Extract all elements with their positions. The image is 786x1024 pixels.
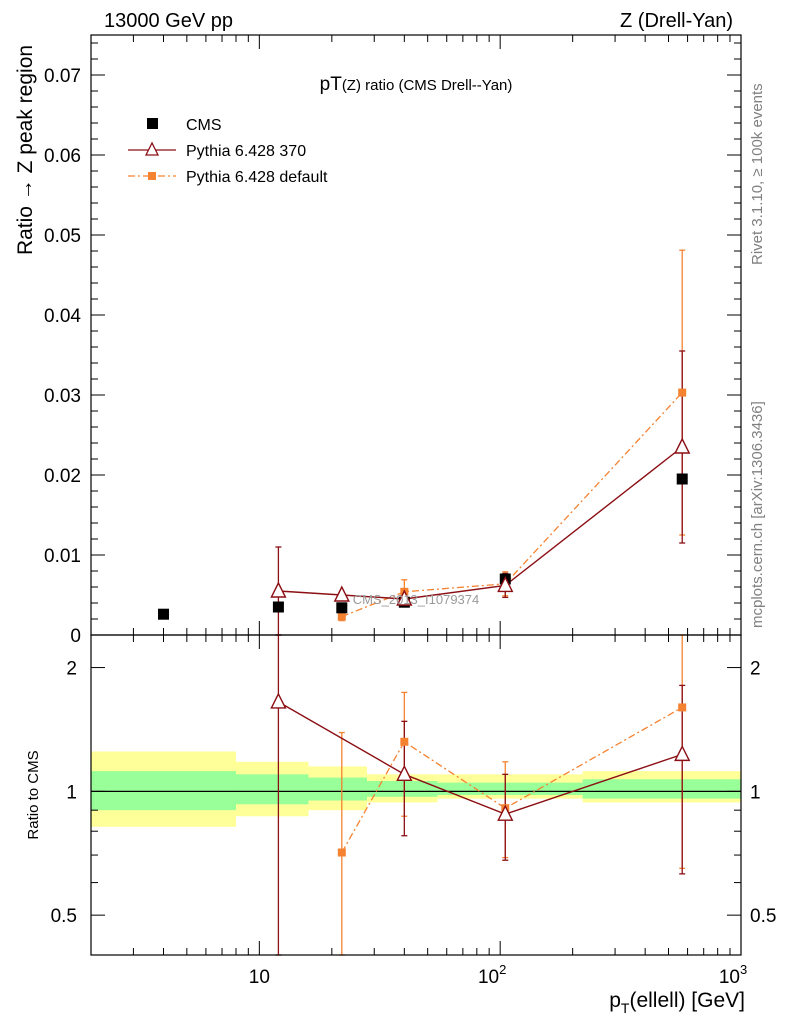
main-ylabel: Ratio → Z peak region <box>14 45 37 255</box>
pythia-default-point <box>678 388 687 397</box>
pythia370-point <box>396 589 413 606</box>
cms-point <box>336 602 348 614</box>
cms-point <box>157 608 169 620</box>
main-panel: 0 0.01 0.02 0.03 0.04 0.05 0.06 0.07 pT(Z) rati… <box>14 34 742 647</box>
y-tick-label: 0.01 <box>44 546 81 567</box>
ratio-pythia-default-line <box>341 706 683 853</box>
pythia370-point <box>497 575 514 593</box>
process-label: Z (Drell-Yan) <box>620 10 733 32</box>
pythia370-line <box>278 446 683 600</box>
y-tick-label-left: 1 <box>66 782 77 803</box>
x-tick-label: 102 <box>478 962 506 988</box>
energy-label: 13000 GeV pp <box>104 10 233 32</box>
y-tick-label: 0.03 <box>44 386 81 407</box>
y-tick-label: 0.07 <box>44 66 81 87</box>
legend-pythiadefault-label: Pythia 6.428 default <box>186 169 328 186</box>
y-tick-label-right: 1 <box>750 782 761 803</box>
pythia370-point <box>270 581 287 598</box>
uncertainty-band-inner <box>367 780 438 797</box>
cms-point <box>676 473 688 485</box>
x-tick-label: 10 <box>249 967 270 988</box>
y-tick-label: 0.05 <box>44 226 81 247</box>
x-tick-label: 103 <box>719 962 747 988</box>
legend-cms-label: CMS <box>186 117 222 134</box>
ratio-pythia-default-point <box>400 737 409 746</box>
cms-point <box>272 601 284 613</box>
analysis-watermark: CMS_2013_I1079374 <box>353 592 480 607</box>
x-axis-label: pT(ellell) [GeV] <box>609 989 745 1016</box>
uncertainty-band-inner <box>437 782 583 795</box>
legend-pythia370-marker <box>144 141 160 156</box>
ratio-pythia370-point <box>497 804 514 821</box>
ratio-pythia-default-point <box>678 703 687 712</box>
y-tick-label-right: 0.5 <box>750 906 776 927</box>
legend: CMS Pythia 6.428 370 Pythia 6.428 defaul… <box>128 117 328 186</box>
ratio-panel: 10 102 103 0.5 0.5 1 1 2 2 Ratio to CMS pT(ellel… <box>25 634 776 1016</box>
uncertainty-band-inner <box>91 771 236 811</box>
uncertainty-band-inner <box>582 779 741 799</box>
ratio-pythia370-point <box>270 692 287 709</box>
pythia-default-line <box>341 392 683 618</box>
y-tick-label: 0.06 <box>44 146 81 167</box>
y-tick-label-right: 2 <box>750 659 761 680</box>
y-tick-label: 0.02 <box>44 466 81 487</box>
y-tick-label: 0 <box>70 626 81 647</box>
y-tick-label: 0.04 <box>44 306 81 327</box>
source-url: mcplots.cern.ch [arXiv:1306.3436] <box>749 401 766 628</box>
ratio-pythia370-line <box>278 701 683 815</box>
pythia370-point <box>674 437 691 454</box>
pythia370-point <box>333 585 350 602</box>
ratio-frame <box>90 634 742 956</box>
y-tick-label-left: 2 <box>66 659 77 680</box>
legend-pythia370-label: Pythia 6.428 370 <box>186 143 306 160</box>
rivet-info: Rivet 3.1.10, ≥ 100k events <box>749 83 766 265</box>
uncertainty-band-inner <box>235 774 309 805</box>
pythia-default-point <box>337 612 346 621</box>
main-title: pT(Z) ratio (CMS Drell--Yan) <box>320 74 513 95</box>
y-tick-label-left: 0.5 <box>51 906 77 927</box>
legend-pythiadefault-marker <box>148 172 156 180</box>
ratio-pythia370-point <box>396 764 413 782</box>
ratio-ylabel: Ratio to CMS <box>25 750 42 839</box>
legend-cms-marker <box>147 118 158 129</box>
ratio-pythia-default-point <box>337 848 346 857</box>
ratio-pythia370-point <box>674 744 691 762</box>
uncertainty-band-inner <box>308 777 368 801</box>
